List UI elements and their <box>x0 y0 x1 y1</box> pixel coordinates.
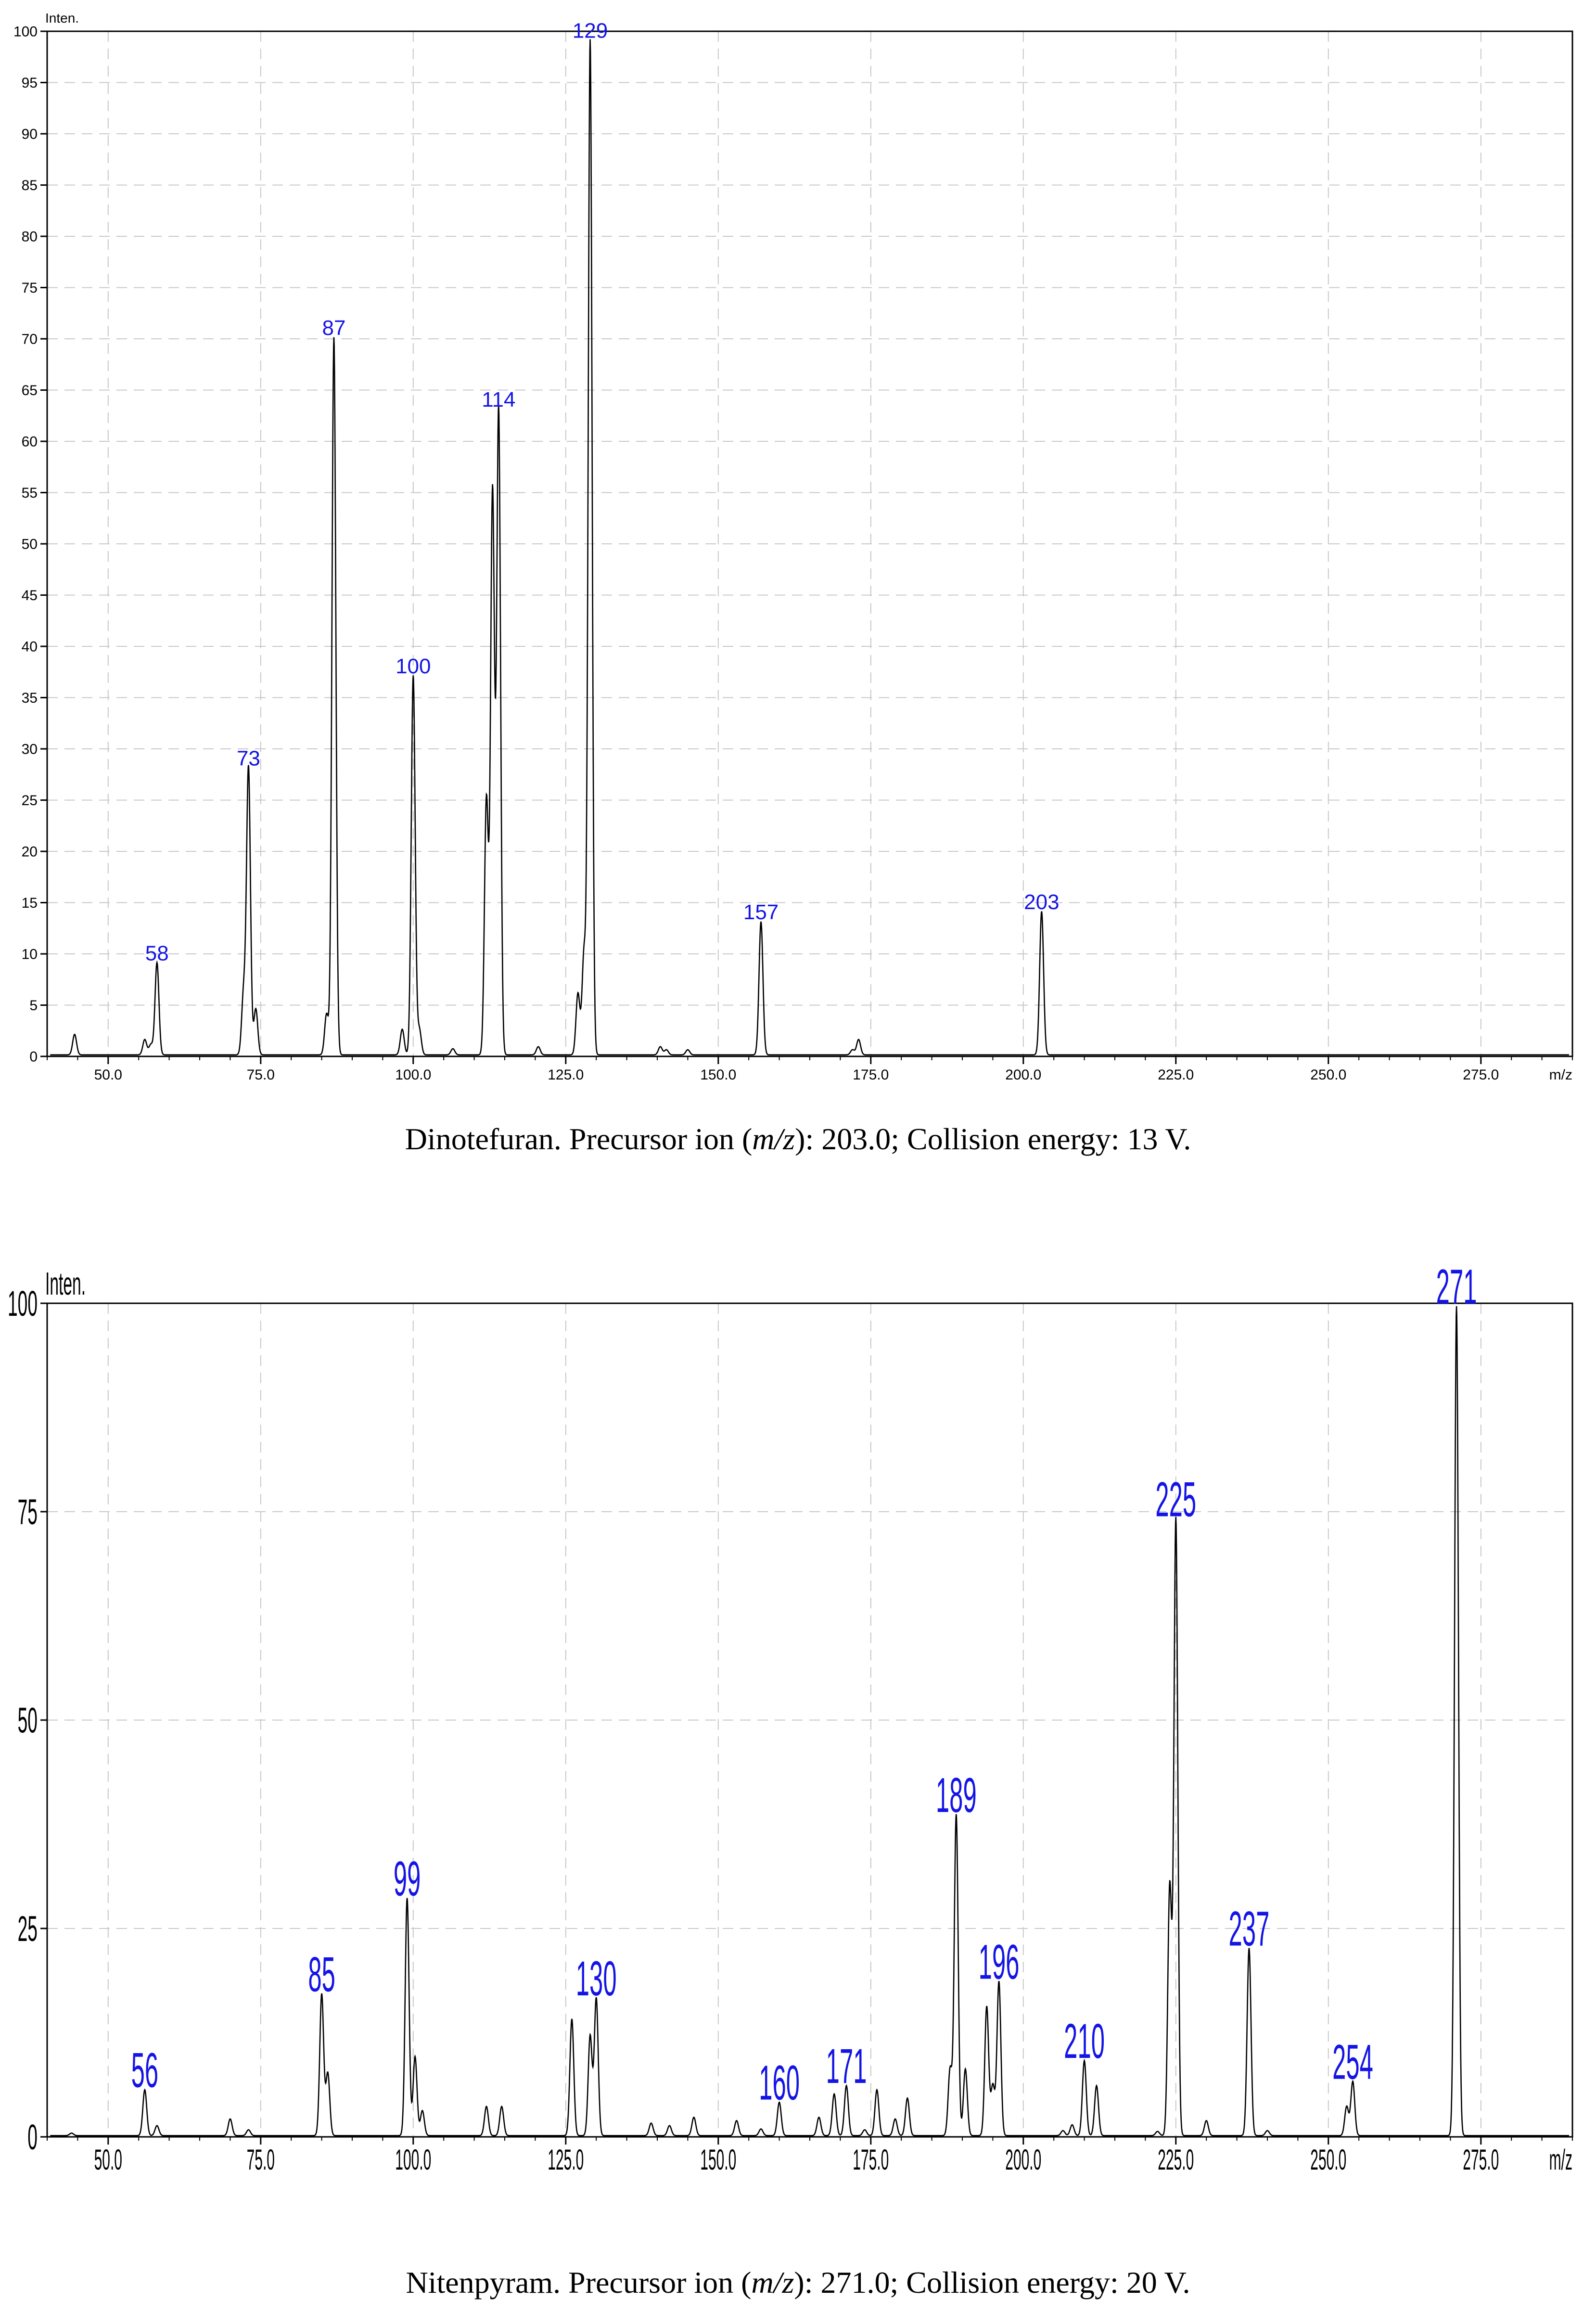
peak-label: 114 <box>482 388 515 411</box>
x-tick-label: 75.0 <box>247 2144 275 2176</box>
x-tick-label: 275.0 <box>1463 2144 1499 2176</box>
peak-label: 271 <box>1436 1259 1477 1314</box>
dinotefuran-caption: Dinotefuran. Precursor ion (m/z): 203.0;… <box>405 1122 1191 1156</box>
y-tick-label: 75 <box>22 280 38 296</box>
peak-label: 210 <box>1064 2014 1105 2069</box>
peak-label: 254 <box>1332 2035 1373 2090</box>
x-tick-label: 225.0 <box>1158 1067 1194 1083</box>
y-tick-label: 25 <box>22 793 38 809</box>
peak-label: 100 <box>396 655 431 678</box>
peak-label: 157 <box>743 900 779 924</box>
y-tick-label: 85 <box>22 178 38 193</box>
x-tick-label: 125.0 <box>548 2144 584 2176</box>
y-tick-label: 75 <box>18 1492 38 1532</box>
y-tick-label: 0 <box>29 1049 38 1065</box>
x-tick-label: 100.0 <box>395 2144 431 2176</box>
peak-label: 237 <box>1229 1902 1270 1956</box>
y-tick-label: 45 <box>22 588 38 604</box>
y-tick-label: 5 <box>29 998 38 1014</box>
y-tick-label: 0 <box>27 2118 38 2157</box>
nitenpyram-spectrum-panel: 0 25 50 75 100 50.0 75.0 100.0 125.0 150.0 175.0 20… <box>0 1222 1596 2313</box>
x-tick-label: 275.0 <box>1463 1067 1499 1083</box>
x-tick-label: 175.0 <box>853 1067 889 1083</box>
x-axis-label: m/z <box>1549 1067 1572 1083</box>
y-tick-label: 90 <box>22 127 38 142</box>
y-tick-label: 10 <box>22 947 38 963</box>
y-axis-label: Inten. <box>45 1266 86 1302</box>
y-tick-label: 15 <box>22 895 38 911</box>
x-tick-label: 75.0 <box>247 1067 275 1083</box>
peak-label: 56 <box>131 2043 159 2098</box>
peak-label: 171 <box>826 2039 867 2094</box>
peak-label: 160 <box>759 2056 800 2111</box>
nitenpyram-caption: Nitenpyram. Precursor ion (m/z): 271.0; … <box>406 2265 1190 2300</box>
caption-compound: Nitenpyram <box>406 2265 553 2300</box>
y-tick-label: 80 <box>22 229 38 245</box>
nitenpyram-spectrum-chart: 0 25 50 75 100 50.0 75.0 100.0 125.0 150.0 175.0 20… <box>8 1259 1573 2176</box>
x-tick-label: 250.0 <box>1310 2144 1346 2176</box>
x-tick-label: 250.0 <box>1310 1067 1346 1083</box>
peak-label: 203 <box>1024 890 1059 914</box>
y-axis-label: Inten. <box>45 11 79 26</box>
y-tick-label: 50 <box>18 1701 38 1740</box>
x-tick-label: 50.0 <box>94 2144 122 2176</box>
peak-label: 129 <box>573 19 608 42</box>
peak-label: 99 <box>394 1851 421 1906</box>
peak-label: 87 <box>322 316 345 340</box>
spectrum-trace <box>50 39 1570 1056</box>
y-tick-label: 25 <box>18 1909 38 1949</box>
peak-label: 189 <box>936 1768 977 1823</box>
peak-label: 130 <box>576 1952 617 2006</box>
x-axis-label: m/z <box>1549 2144 1572 2176</box>
x-tick-label: 125.0 <box>548 1067 584 1083</box>
y-tick-label: 55 <box>22 485 38 501</box>
peak-label: 225 <box>1155 1472 1196 1527</box>
spectrum-trace <box>50 1306 1570 2136</box>
y-tick-label: 60 <box>22 434 38 450</box>
y-tick-label: 70 <box>22 332 38 347</box>
y-tick-label: 100 <box>13 24 38 40</box>
y-tick-label: 40 <box>22 639 38 655</box>
y-tick-label: 95 <box>22 75 38 91</box>
peak-label: 85 <box>308 1947 335 2002</box>
x-tick-label: 50.0 <box>94 1067 122 1083</box>
peak-label: 58 <box>145 941 169 965</box>
x-tick-label: 150.0 <box>700 1067 736 1083</box>
y-tick-label: 30 <box>22 742 38 758</box>
y-tick-label: 35 <box>22 690 38 706</box>
dinotefuran-spectrum-panel: 0 5 10 15 20 25 30 35 40 45 50 55 60 65 70 75 80 85 90 95 10… <box>13 11 1573 1156</box>
y-tick-label: 50 <box>22 537 38 553</box>
y-tick-label: 20 <box>22 844 38 860</box>
x-tick-label: 200.0 <box>1005 1067 1041 1083</box>
y-tick-label: 65 <box>22 383 38 398</box>
x-tick-label: 100.0 <box>395 1067 431 1083</box>
y-tick-label: 100 <box>8 1284 38 1324</box>
peak-label: 73 <box>237 747 260 771</box>
dinotefuran-spectrum-chart: 0 5 10 15 20 25 30 35 40 45 50 55 60 65 70 75 80 85 90 95 10… <box>13 11 1573 1083</box>
x-tick-label: 175.0 <box>853 2144 889 2176</box>
x-tick-label: 225.0 <box>1158 2144 1194 2176</box>
caption-compound: Dinotefuran <box>405 1122 554 1156</box>
x-tick-label: 200.0 <box>1005 2144 1041 2176</box>
peak-label: 196 <box>979 1935 1020 1990</box>
x-tick-label: 150.0 <box>700 2144 736 2176</box>
